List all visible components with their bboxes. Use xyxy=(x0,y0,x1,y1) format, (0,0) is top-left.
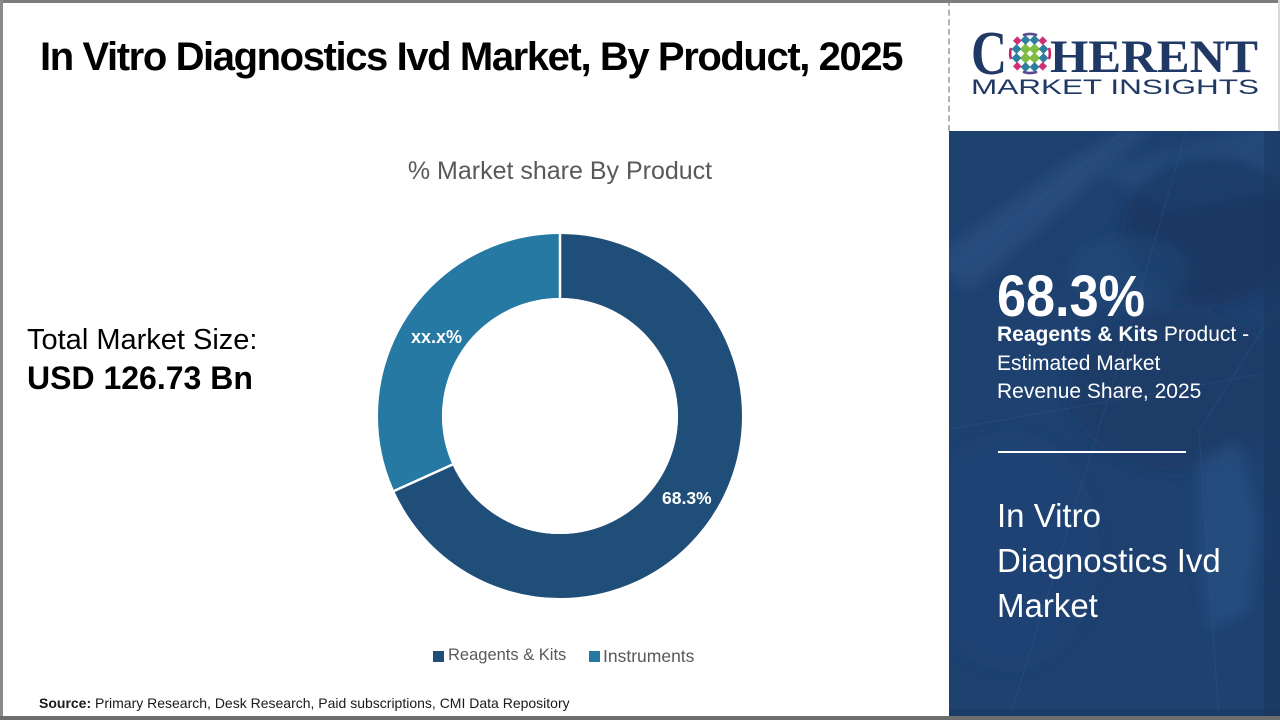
svg-text:C: C xyxy=(971,20,1007,88)
svg-text:HERENT: HERENT xyxy=(1050,31,1258,83)
svg-text:MARKET INSIGHTS: MARKET INSIGHTS xyxy=(971,76,1259,99)
